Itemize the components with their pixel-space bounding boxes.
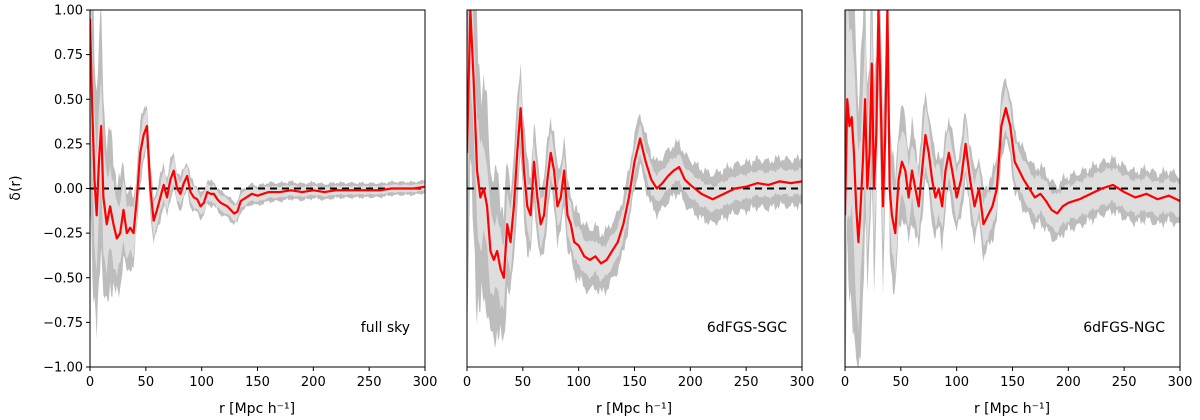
y-tick-label: 0.25 [54,137,83,152]
x-tick-label: 200 [678,375,703,390]
x-tick-label: 100 [944,375,969,390]
y-tick-label: 0.00 [54,182,83,197]
panel-label: 6dFGS-SGC [707,320,787,336]
inner-band-layer [90,10,425,277]
series-layer [90,18,425,240]
series-layer [845,10,1180,244]
x-tick-label: 200 [1056,375,1081,390]
x-tick-label: 250 [734,375,759,390]
x-tick-label: 50 [515,375,532,390]
panel-label: full sky [361,320,410,336]
y-tick-label: −0.50 [43,271,83,286]
series-layer [467,10,802,279]
x-tick-label: 0 [841,375,849,390]
x-tick-label: 100 [189,375,214,390]
outer-uncertainty-band [467,10,802,349]
x-tick-label: 50 [893,375,910,390]
outer-band-layer [467,10,802,349]
panel-label: 6dFGS-NGC [1083,320,1165,336]
x-ticks: 0 50 100 150 200 250 300 [841,367,1193,390]
x-tick-label: 0 [463,375,471,390]
delta-series-line [90,18,425,240]
x-tick-label: 0 [86,375,94,390]
y-ticks: −1.00 −0.75 −0.50 −0.25 0.00 0.25 0.50 0.75 1.00 [43,4,90,376]
panel-6dfgs-sgc: 0 50 100 150 200 250 300 6dFGS-SGC r [Mpc h⁻¹] [463,9,815,417]
y-tick-label: 0.75 [54,48,83,63]
y-tick-label: −0.75 [43,316,83,331]
x-tick-label: 150 [622,375,647,390]
panel-full-sky: 0 50 100 150 200 250 300 −1.00 −0.75 −0.50 −0.25 0… [8,4,438,418]
y-tick-label: −1.00 [43,361,83,376]
y-tick-label: 0.50 [54,93,83,108]
inner-uncertainty-band [90,10,425,277]
delta-series-line [845,10,1180,244]
x-tick-label: 150 [1000,375,1025,390]
x-tick-label: 300 [790,375,815,390]
x-axis-label: r [Mpc h⁻¹] [219,401,295,417]
x-tick-label: 250 [357,375,382,390]
y-tick-label: 1.00 [54,4,83,19]
x-tick-label: 150 [245,375,270,390]
x-tick-label: 100 [566,375,591,390]
delta-series-line [467,10,802,279]
panel-6dfgs-ngc: 0 50 100 150 200 250 300 6dFGS-NGC r [Mpc h⁻¹] [841,9,1193,417]
x-tick-label: 200 [301,375,326,390]
x-tick-label: 250 [1112,375,1137,390]
x-tick-label: 300 [1168,375,1193,390]
y-axis-label: δ(r) [8,175,24,200]
y-tick-label: −0.25 [43,227,83,242]
x-axis-label: r [Mpc h⁻¹] [974,401,1050,417]
x-axis-label: r [Mpc h⁻¹] [596,401,672,417]
x-tick-label: 50 [138,375,155,390]
x-ticks: 0 50 100 150 200 250 300 [86,367,438,390]
x-tick-label: 300 [413,375,438,390]
x-ticks: 0 50 100 150 200 250 300 [463,367,815,390]
